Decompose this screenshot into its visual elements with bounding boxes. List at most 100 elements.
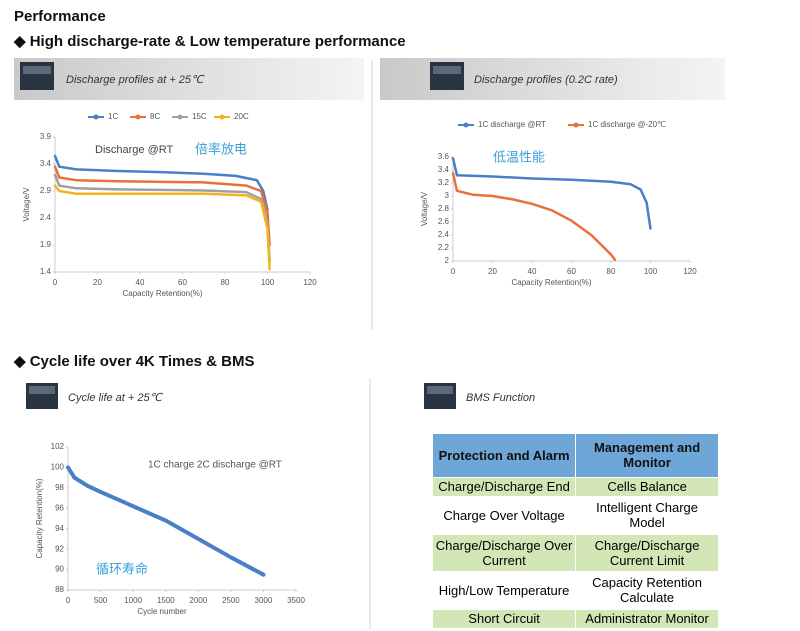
y-tick-label: 2.9 [40, 186, 52, 195]
y-tick-label: 3.4 [40, 159, 52, 168]
annotation: 低温性能 [493, 149, 545, 164]
table-row: Short Circuit Administrator Monitor [431, 608, 719, 630]
legend-label: 8C [150, 112, 160, 121]
section-title: ◆ High discharge-rate & Low temperature … [13, 33, 406, 50]
annotation: 循环寿命 [96, 561, 148, 576]
table-row: Charge Over Voltage Intelligent Charge Mo… [431, 495, 719, 535]
table-cell: Cells Balance [575, 476, 719, 497]
legend-label: 1C [108, 112, 118, 121]
table-cell: Capacity Retention Calculate [575, 571, 719, 610]
y-tick-label: 3.2 [438, 178, 450, 187]
x-tick-label: 0 [66, 596, 71, 605]
legend-marker [177, 114, 183, 120]
x-tick-label: 120 [683, 267, 697, 276]
table-cell: Intelligent Charge Model [575, 495, 719, 535]
table-cell: Charge/Discharge Over Current [431, 533, 577, 573]
y-tick-label: 1.4 [40, 267, 52, 276]
x-axis-label: Capacity Retention(%) [122, 289, 202, 298]
legend-label: 20C [234, 112, 249, 121]
y-tick-label: 88 [55, 585, 64, 594]
table-cell: Administrator Monitor [575, 608, 719, 630]
series-line [53, 165, 271, 247]
icon [430, 62, 464, 90]
x-tick-label: 3500 [287, 596, 305, 605]
series-line [53, 173, 271, 263]
legend-marker [93, 114, 99, 120]
series-line [53, 154, 269, 212]
icon [424, 383, 456, 409]
table-row: Charge/Discharge Over Current Charge/Disc… [431, 533, 719, 573]
legend-marker [135, 114, 141, 120]
x-tick-label: 100 [261, 278, 275, 287]
y-tick-label: 1.9 [40, 240, 52, 249]
caption: Discharge profiles (0.2C rate) [474, 74, 618, 86]
y-tick-label: 3.9 [40, 132, 52, 141]
y-tick-label: 100 [51, 463, 65, 472]
table-cell: High/Low Temperature [431, 571, 577, 610]
series-line [53, 184, 271, 271]
x-tick-label: 0 [451, 267, 456, 276]
y-tick-label: 2.4 [40, 213, 52, 222]
x-tick-label: 120 [303, 278, 317, 287]
y-tick-label: 3 [445, 191, 450, 200]
heading: Performance [14, 8, 106, 25]
y-tick-label: 2.4 [438, 230, 450, 239]
icon [26, 383, 58, 409]
caption: Discharge profiles at + 25℃ [66, 74, 205, 86]
legend-label: 1C discharge @RT [478, 120, 546, 129]
legend-marker [573, 122, 579, 128]
x-tick-label: 1500 [157, 596, 175, 605]
caption: Cycle life at + 25℃ [68, 392, 164, 404]
y-axis-label: Voltage/V [22, 187, 31, 222]
y-tick-label: 2.8 [438, 204, 450, 213]
y-tick-label: 3.6 [438, 152, 450, 161]
legend-marker [219, 114, 225, 120]
y-tick-label: 2 [445, 256, 450, 265]
legend-label: 15C [192, 112, 207, 121]
x-tick-label: 20 [93, 278, 102, 287]
x-tick-label: 2500 [222, 596, 240, 605]
x-tick-label: 80 [221, 278, 230, 287]
series-line [451, 157, 652, 230]
icon [20, 62, 54, 90]
y-tick-label: 96 [55, 503, 64, 512]
x-tick-label: 40 [528, 267, 537, 276]
x-tick-label: 1000 [124, 596, 142, 605]
y-axis-label: Voltage/V [420, 191, 429, 226]
y-tick-label: 2.2 [438, 243, 450, 252]
table-header: Management and Monitor [575, 433, 719, 478]
y-tick-label: 98 [55, 483, 64, 492]
series-line [66, 465, 266, 577]
table-row: High/Low Temperature Capacity Retention C… [431, 571, 719, 610]
caption-bar [14, 58, 364, 100]
series-line [451, 172, 617, 261]
section-title: ◆ Cycle life over 4K Times & BMS [13, 353, 255, 370]
y-axis-label: Capacity Retention(%) [35, 478, 44, 558]
y-tick-label: 94 [55, 524, 64, 533]
x-axis-label: Capacity Retention(%) [511, 278, 591, 287]
table-row: Charge/Discharge End Cells Balance [431, 476, 719, 497]
caption: BMS Function [466, 392, 535, 404]
y-tick-label: 102 [51, 442, 65, 451]
bms-table: Protection and Alarm Management and Monit… [431, 433, 719, 630]
x-tick-label: 100 [644, 267, 658, 276]
y-tick-label: 3.4 [438, 165, 450, 174]
x-tick-label: 60 [567, 267, 576, 276]
x-tick-label: 20 [488, 267, 497, 276]
table-cell: Charge/Discharge Current Limit [575, 533, 719, 573]
x-axis-label: Cycle number [137, 607, 187, 616]
y-tick-label: 92 [55, 544, 64, 553]
annotation: 倍率放电 [195, 141, 247, 156]
table-cell: Short Circuit [431, 608, 577, 630]
annotation: 1C charge 2C discharge @RT [148, 460, 282, 471]
legend-marker [463, 122, 469, 128]
x-tick-label: 3000 [255, 596, 273, 605]
x-tick-label: 0 [53, 278, 58, 287]
x-tick-label: 80 [607, 267, 616, 276]
x-tick-label: 500 [94, 596, 108, 605]
x-tick-label: 40 [136, 278, 145, 287]
table-header: Protection and Alarm [431, 433, 577, 478]
x-tick-label: 2000 [189, 596, 207, 605]
